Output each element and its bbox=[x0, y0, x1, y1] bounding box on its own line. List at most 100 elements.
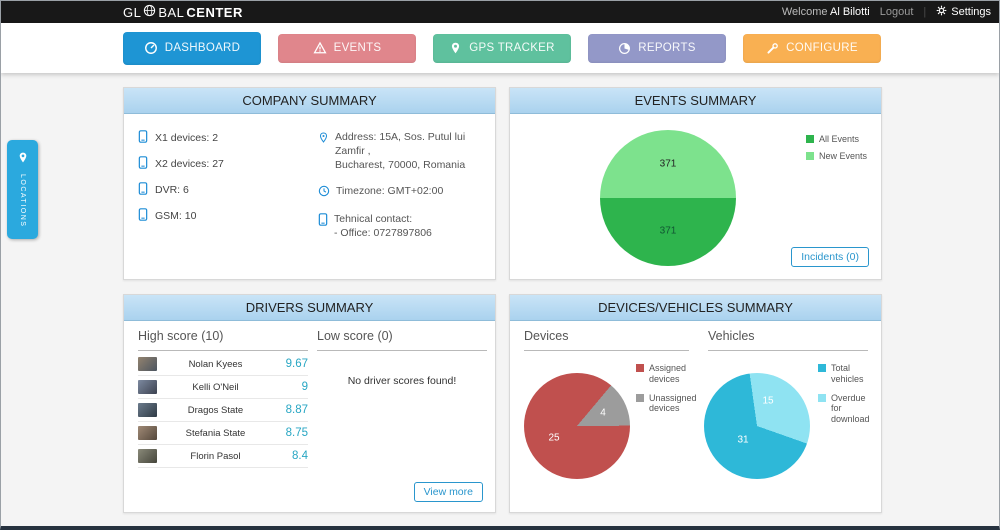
vehicles-header: Vehicles bbox=[708, 329, 868, 351]
report-chart-icon bbox=[618, 42, 631, 55]
device-count-label: X1 devices: 2 bbox=[155, 132, 219, 144]
legend-label: Unassigned devices bbox=[649, 392, 697, 414]
company-info: Address: 15A, Sos. Putul lui Zamfir , Bu… bbox=[318, 130, 486, 240]
legend-item-total-vehicles: Total vehicles bbox=[818, 363, 876, 385]
device-count-item: GSM: 10 bbox=[138, 208, 224, 224]
legend-label: Total vehicles bbox=[831, 363, 864, 384]
legend-item-new-events: New Events bbox=[805, 150, 867, 162]
gps-pin-icon bbox=[449, 41, 462, 55]
logo-text-bal: BAL bbox=[158, 4, 185, 20]
topbar-actions: Welcome Al Bilotti Logout | Settings bbox=[782, 5, 999, 19]
device-count-label: DVR: 6 bbox=[155, 184, 189, 196]
driver-row[interactable]: Florin Pasol 8.4 bbox=[138, 445, 308, 468]
low-score-header: Low score (0) bbox=[317, 329, 487, 351]
topbar: GL BAL CENTER Welcome Al Bilotti Logout |… bbox=[1, 1, 999, 23]
driver-avatar bbox=[138, 357, 157, 371]
driver-name: Dragos State bbox=[187, 404, 244, 416]
driver-name: Florin Pasol bbox=[190, 450, 241, 462]
legend-item-all-events: All Events bbox=[805, 134, 867, 145]
driver-avatar bbox=[138, 426, 157, 440]
pie-value-label: 371 bbox=[659, 225, 677, 237]
legend-swatch bbox=[636, 393, 644, 402]
legend-item-assigned: Assigned devices bbox=[636, 363, 698, 385]
device-icon bbox=[138, 208, 148, 224]
logo-text-center: CENTER bbox=[186, 4, 243, 20]
company-summary-panel: COMPANY SUMMARY X1 devices: 2 X2 devices:… bbox=[123, 87, 496, 280]
driver-row[interactable]: Stefania State 8.75 bbox=[138, 422, 308, 445]
events-summary-title: EVENTS SUMMARY bbox=[510, 88, 881, 114]
tab-events[interactable]: EVENTS bbox=[278, 33, 416, 63]
events-pie-chart: 371 371 bbox=[600, 130, 736, 266]
device-count-item: X2 devices: 27 bbox=[138, 156, 224, 172]
timezone-text: Timezone: GMT+02:00 bbox=[336, 184, 444, 197]
settings-link[interactable]: Settings bbox=[936, 5, 991, 19]
device-icon bbox=[138, 156, 148, 172]
device-count-label: GSM: 10 bbox=[155, 210, 197, 222]
tab-configure[interactable]: CONFIGURE bbox=[743, 33, 881, 63]
vehicles-pie-chart: 31 15 bbox=[704, 373, 810, 479]
wrench-icon bbox=[766, 42, 779, 55]
company-device-list: X1 devices: 2 X2 devices: 27 DVR: 6 GSM: 10 bbox=[138, 130, 224, 224]
driver-row[interactable]: Nolan Kyees 9.67 bbox=[138, 353, 308, 376]
tab-dashboard[interactable]: DASHBOARD bbox=[123, 31, 261, 65]
driver-row[interactable]: Kelli O'Neil 9 bbox=[138, 376, 308, 399]
address-line2: Bucharest, 70000, Romania bbox=[335, 159, 466, 172]
driver-name: Stefania State bbox=[185, 427, 246, 439]
logout-link[interactable]: Logout bbox=[879, 6, 914, 18]
driver-name: Kelli O'Neil bbox=[192, 381, 239, 393]
device-count-item: DVR: 6 bbox=[138, 182, 224, 198]
legend-swatch bbox=[805, 135, 814, 143]
driver-score: 8.87 bbox=[285, 404, 308, 416]
high-score-list: Nolan Kyees 9.67 Kelli O'Neil 9 Dragos State… bbox=[138, 353, 308, 468]
device-icon bbox=[138, 130, 148, 146]
welcome-text: Welcome Al Bilotti bbox=[781, 6, 870, 18]
warning-triangle-icon bbox=[313, 41, 327, 55]
legend-swatch bbox=[818, 393, 826, 402]
tab-gps-tracker[interactable]: GPS TRACKER bbox=[433, 33, 571, 63]
locations-tab[interactable]: LOCATIONS bbox=[7, 140, 38, 239]
main-nav: DASHBOARD EVENTS GPS TRACKER REPORTS CON… bbox=[1, 23, 999, 73]
address-row: Address: 15A, Sos. Putul lui Zamfir , Bu… bbox=[318, 130, 486, 173]
timezone-row: Timezone: GMT+02:00 bbox=[318, 184, 486, 201]
pie-value-label: 25 bbox=[548, 432, 560, 444]
events-summary-panel: EVENTS SUMMARY All Events New Events 371… bbox=[509, 87, 882, 280]
driver-row[interactable]: Dragos State 8.87 bbox=[138, 399, 308, 422]
legend-swatch bbox=[636, 364, 644, 372]
legend-label: Assigned devices bbox=[649, 363, 687, 384]
drivers-summary-title: DRIVERS SUMMARY bbox=[124, 295, 495, 321]
contact-office: - Office: 0727897806 bbox=[334, 226, 432, 239]
driver-score: 9.67 bbox=[285, 358, 308, 370]
pie-value-label: 31 bbox=[737, 434, 749, 446]
view-more-button[interactable]: View more bbox=[413, 482, 483, 502]
address-pin-icon bbox=[318, 131, 329, 173]
locations-label: LOCATIONS bbox=[19, 174, 26, 228]
legend-label: All Events bbox=[818, 134, 859, 144]
devices-pie-chart: 25 4 bbox=[524, 373, 630, 479]
legend-item-overdue: Overdue for download bbox=[818, 393, 876, 425]
legend-label: Overdue for download bbox=[831, 392, 870, 425]
incidents-button[interactable]: Incidents (0) bbox=[791, 247, 869, 267]
devices-header: Devices bbox=[524, 329, 689, 351]
topbar-divider: | bbox=[923, 6, 927, 18]
contact-title: Tehnical contact: bbox=[334, 212, 413, 225]
driver-name: Nolan Kyees bbox=[188, 358, 243, 370]
globe-icon bbox=[143, 4, 156, 20]
company-summary-title: COMPANY SUMMARY bbox=[124, 88, 495, 114]
pie-value-label: 371 bbox=[659, 158, 677, 170]
location-pin-icon bbox=[17, 151, 29, 169]
legend-swatch bbox=[818, 364, 826, 372]
events-legend: All Events New Events bbox=[805, 134, 867, 162]
tab-reports[interactable]: REPORTS bbox=[588, 33, 726, 63]
legend-swatch bbox=[805, 151, 814, 160]
pie-value-label: 15 bbox=[762, 395, 774, 407]
devices-vehicles-summary-panel: DEVICES/VEHICLES SUMMARY Devices Vehicle… bbox=[509, 294, 882, 513]
driver-score: 9 bbox=[301, 381, 308, 393]
logo-text-gl: GL bbox=[123, 4, 142, 20]
low-score-empty-text: No driver scores found! bbox=[347, 375, 457, 387]
device-count-item: X1 devices: 2 bbox=[138, 130, 224, 146]
legend-label: New Events bbox=[818, 150, 867, 161]
dashboard-icon bbox=[144, 41, 158, 55]
pie-value-label: 4 bbox=[600, 407, 606, 419]
drivers-summary-panel: DRIVERS SUMMARY High score (10) Low scor… bbox=[123, 294, 496, 513]
